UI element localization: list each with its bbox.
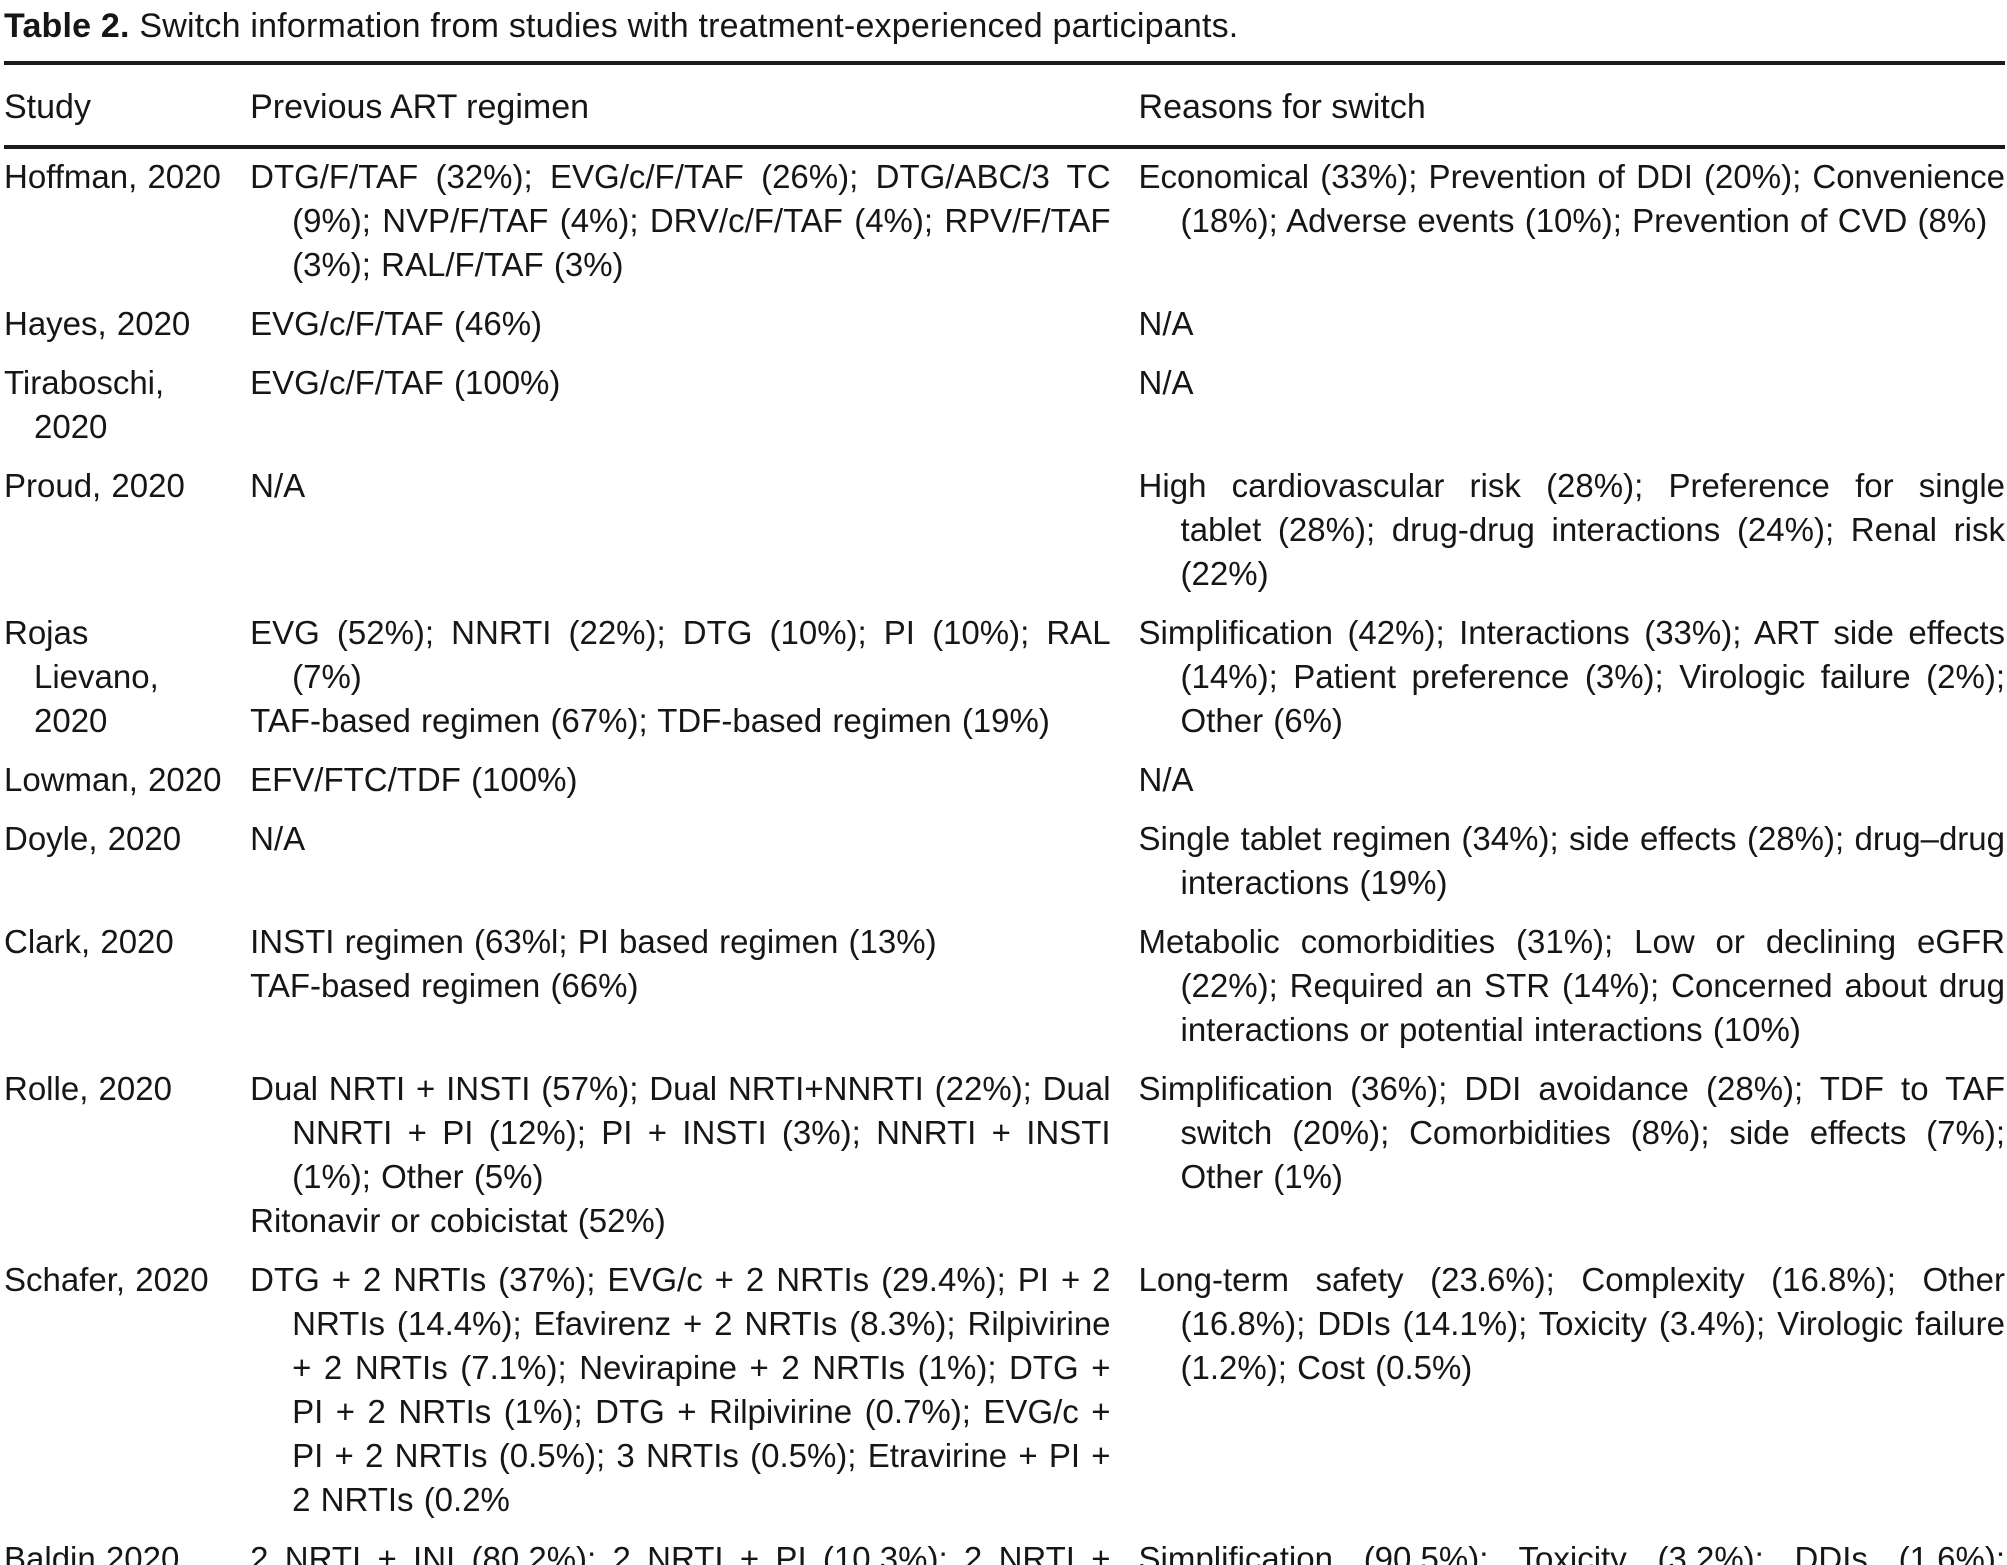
cell-text: Simplification (36%); DDI avoidance (28%…	[1138, 1070, 2005, 1195]
cell-text: N/A	[1138, 305, 1194, 342]
cell-text: Doyle, 2020	[4, 820, 182, 857]
cell-text: TAF-based regimen (66%)	[250, 967, 639, 1004]
reasons-cell: Metabolic comorbidities (31%); Low or de…	[1139, 920, 2005, 1067]
cell-text: Single tablet regimen (34%); side effect…	[1138, 820, 2005, 901]
regimen-cell: 2 NRTI + INI (80.2%); 2 NRTI + PI (10.3%…	[250, 1537, 1138, 1565]
study-cell: Tiraboschi, 2020	[4, 361, 250, 464]
cell-text: Proud, 2020	[4, 467, 185, 504]
cell-text: Long-term safety (23.6%); Complexity (16…	[1138, 1261, 2005, 1386]
table-number: Table 2.	[4, 7, 130, 45]
cell-text: Rolle, 2020	[4, 1070, 172, 1107]
cell-text: N/A	[250, 467, 306, 504]
reasons-cell: N/A	[1139, 302, 2005, 361]
regimen-cell: EVG/c/F/TAF (100%)	[250, 361, 1138, 464]
cell-text: Simplification (42%); Interactions (33%)…	[1138, 614, 2005, 739]
column-header-previous-art-regimen: Previous ART regimen	[250, 65, 1139, 149]
regimen-cell: EVG/c/F/TAF (46%)	[250, 302, 1138, 361]
reasons-cell: Simplification (36%); DDI avoidance (28%…	[1139, 1067, 2005, 1258]
header-row: Study Previous ART regimen Reasons for s…	[4, 65, 2005, 149]
cell-text: Tiraboschi, 2020	[4, 364, 165, 445]
table-row: Rojas Lievano, 2020 EVG (52%); NNRTI (22%…	[4, 611, 2005, 758]
table-title: Table 2. Switch information from studies…	[4, 6, 2005, 46]
regimen-cell: EFV/FTC/TDF (100%)	[250, 758, 1138, 817]
cell-text: DTG/F/TAF (32%); EVG/c/F/TAF (26%); DTG/…	[250, 158, 1111, 283]
reasons-cell: Simplification (90.5%); Toxicity (3.2%);…	[1139, 1537, 2005, 1565]
study-cell: Doyle, 2020	[4, 817, 250, 920]
cell-text: N/A	[250, 820, 306, 857]
table-row: Proud, 2020 N/A High cardiovascular risk (…	[4, 464, 2005, 611]
cell-text: Simplification (90.5%); Toxicity (3.2%);…	[1138, 1540, 2005, 1565]
table-row: Hoffman, 2020 DTG/F/TAF (32%); EVG/c/F/TA…	[4, 147, 2005, 302]
cell-text: High cardiovascular risk (28%); Preferen…	[1138, 467, 2005, 592]
table-row: Rolle, 2020 Dual NRTI + INSTI (57%); Dual…	[4, 1067, 2005, 1258]
regimen-cell: Dual NRTI + INSTI (57%); Dual NRTI+NNRTI…	[250, 1067, 1138, 1258]
regimen-cell: DTG/F/TAF (32%); EVG/c/F/TAF (26%); DTG/…	[250, 147, 1138, 302]
cell-text: EVG/c/F/TAF (46%)	[250, 305, 543, 342]
study-cell: Hayes, 2020	[4, 302, 250, 361]
table-row: Hayes, 2020 EVG/c/F/TAF (46%) N/A	[4, 302, 2005, 361]
study-cell: Schafer, 2020	[4, 1258, 250, 1537]
reasons-cell: Economical (33%); Prevention of DDI (20%…	[1139, 147, 2005, 302]
cell-text: Schafer, 2020	[4, 1261, 209, 1298]
reasons-cell: Simplification (42%); Interactions (33%)…	[1139, 611, 2005, 758]
cell-text: TAF-based regimen (67%); TDF-based regim…	[250, 702, 1050, 739]
cell-text: Metabolic comorbidities (31%); Low or de…	[1138, 923, 2005, 1048]
cell-text: N/A	[1138, 364, 1194, 401]
study-cell: Lowman, 2020	[4, 758, 250, 817]
cell-text: Ritonavir or cobicistat (52%)	[250, 1202, 666, 1239]
top-rule-divider	[4, 61, 2005, 65]
study-cell: Clark, 2020	[4, 920, 250, 1067]
cell-text: DTG + 2 NRTIs (37%); EVG/c + 2 NRTIs (29…	[250, 1261, 1111, 1518]
reasons-cell: N/A	[1139, 361, 2005, 464]
cell-text: Lowman, 2020	[4, 761, 222, 798]
table-row: Tiraboschi, 2020 EVG/c/F/TAF (100%) N/A	[4, 361, 2005, 464]
reasons-cell: Long-term safety (23.6%); Complexity (16…	[1139, 1258, 2005, 1537]
study-cell: Proud, 2020	[4, 464, 250, 611]
cell-text: Baldin 2020	[4, 1540, 180, 1565]
cell-text: Clark, 2020	[4, 923, 174, 960]
reasons-cell: High cardiovascular risk (28%); Preferen…	[1139, 464, 2005, 611]
cell-text: Hoffman, 2020	[4, 158, 221, 195]
table-caption: Switch information from studies with tre…	[139, 7, 1239, 45]
table-body: Hoffman, 2020 DTG/F/TAF (32%); EVG/c/F/TA…	[4, 147, 2005, 1565]
table-row: Baldin 2020 2 NRTI + INI (80.2%); 2 NRTI …	[4, 1537, 2005, 1565]
study-cell: Hoffman, 2020	[4, 147, 250, 302]
cell-text: Rojas Lievano, 2020	[4, 614, 159, 739]
column-header-study: Study	[4, 65, 251, 149]
column-header-reasons-for-switch: Reasons for switch	[1138, 65, 2005, 149]
cell-text: EVG (52%); NNRTI (22%); DTG (10%); PI (1…	[250, 614, 1111, 695]
regimen-cell: EVG (52%); NNRTI (22%); DTG (10%); PI (1…	[250, 611, 1138, 758]
table-row: Doyle, 2020 N/A Single tablet regimen (34%…	[4, 817, 2005, 920]
study-cell: Baldin 2020	[4, 1537, 250, 1565]
cell-text: Dual NRTI + INSTI (57%); Dual NRTI+NNRTI…	[250, 1070, 1111, 1195]
table-row: Lowman, 2020 EFV/FTC/TDF (100%) N/A	[4, 758, 2005, 817]
switch-information-table: Study Previous ART regimen Reasons for s…	[4, 65, 2005, 1565]
cell-text: N/A	[1138, 761, 1194, 798]
regimen-cell: N/A	[250, 817, 1138, 920]
reasons-cell: N/A	[1139, 758, 2005, 817]
cell-text: Hayes, 2020	[4, 305, 191, 342]
cell-text: Economical (33%); Prevention of DDI (20%…	[1138, 158, 2005, 239]
reasons-cell: Single tablet regimen (34%); side effect…	[1139, 817, 2005, 920]
cell-text: 2 NRTI + INI (80.2%); 2 NRTI + PI (10.3%…	[250, 1540, 1111, 1565]
cell-text: EFV/FTC/TDF (100%)	[250, 761, 578, 798]
regimen-cell: INSTI regimen (63%l; PI based regimen (1…	[250, 920, 1138, 1067]
study-cell: Rojas Lievano, 2020	[4, 611, 250, 758]
study-cell: Rolle, 2020	[4, 1067, 250, 1258]
table-row: Schafer, 2020 DTG + 2 NRTIs (37%); EVG/c …	[4, 1258, 2005, 1537]
regimen-cell: DTG + 2 NRTIs (37%); EVG/c + 2 NRTIs (29…	[250, 1258, 1138, 1537]
cell-text: EVG/c/F/TAF (100%)	[250, 364, 561, 401]
cell-text: INSTI regimen (63%l; PI based regimen (1…	[250, 923, 937, 960]
table-row: Clark, 2020 INSTI regimen (63%l; PI based…	[4, 920, 2005, 1067]
regimen-cell: N/A	[250, 464, 1138, 611]
